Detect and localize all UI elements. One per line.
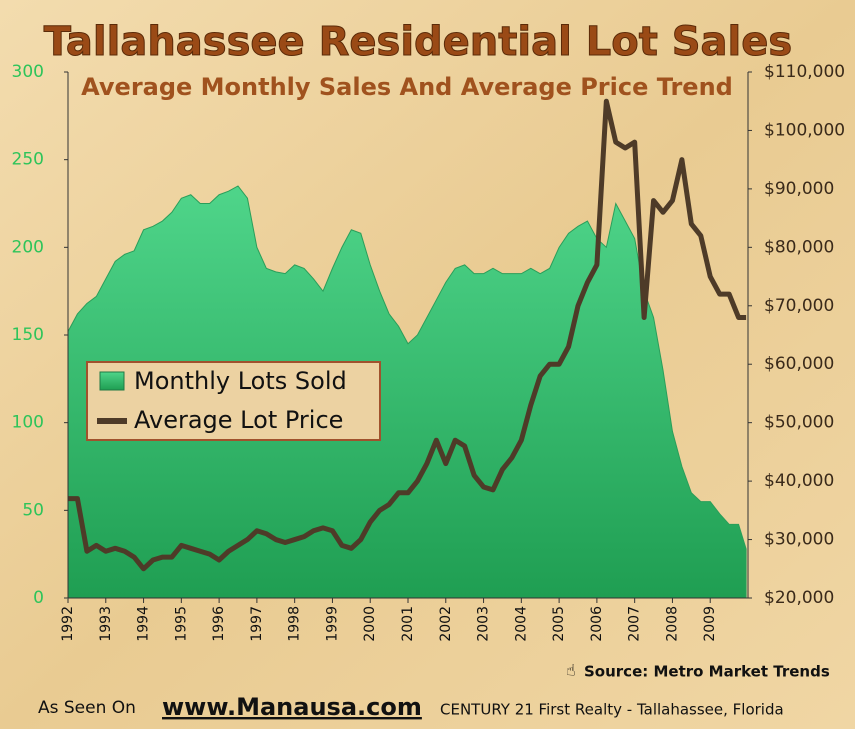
x-tick-label: 2009	[702, 606, 718, 642]
x-tick-label: 2008	[664, 606, 680, 642]
y-tick-label: 100	[12, 413, 44, 433]
legend-label: Average Lot Price	[134, 406, 343, 434]
x-tick-label: 1992	[60, 606, 76, 642]
y-tick-label: 50	[22, 500, 44, 520]
y2-tick-label: $80,000	[764, 237, 834, 257]
x-tick-label: 1996	[211, 606, 227, 642]
plot: 0 50 100 150 200 250 300 $20,000 $30,000 $40,000 $…	[12, 62, 846, 642]
y2-tick-label: $100,000	[764, 120, 845, 140]
x-tick-label: 1995	[173, 606, 189, 642]
x-tick-label: 1997	[249, 606, 265, 642]
x-tick-label: 1998	[287, 606, 303, 642]
line	[68, 98, 747, 572]
x-tick-label: 1999	[324, 606, 340, 642]
x-tick-label: 2001	[400, 606, 416, 642]
y2-tick-label: $20,000	[764, 588, 834, 608]
x-tick-label: 2000	[362, 606, 378, 642]
y2-tick-label: $60,000	[764, 354, 834, 374]
source: Source: Metro Market Trends	[584, 663, 830, 681]
y2-tick-label: $110,000	[764, 62, 845, 82]
hand-icon: ☝	[566, 661, 576, 680]
y-tick-label: 0	[33, 588, 44, 608]
x-tick-label: 2002	[438, 606, 454, 642]
y2-tick-label: $90,000	[764, 179, 834, 199]
y2-tick-label: $30,000	[764, 530, 834, 550]
y-tick-label: 150	[12, 325, 44, 345]
y-tick-label: 200	[12, 237, 44, 257]
footer-link[interactable]: www.Manausa.com	[162, 693, 422, 721]
footer-text: As Seen On	[38, 698, 136, 718]
legend-swatch	[99, 371, 125, 391]
x-tick-label: 1993	[98, 606, 114, 642]
x-tick-label: 2003	[476, 606, 492, 642]
area	[67, 185, 747, 599]
chart-subtitle: Average Monthly Sales And Average Price …	[81, 73, 733, 101]
x-tick-label: 2006	[589, 606, 605, 642]
legend-box	[86, 361, 381, 441]
chart-title: Tallahassee Residential Lot Sales	[44, 19, 792, 65]
x-tick-label: 2005	[551, 606, 567, 642]
x-tick-label: 2007	[627, 606, 643, 642]
y-tick-label: 250	[12, 150, 44, 170]
legend-label: Monthly Lots Sold	[134, 367, 347, 395]
x-tick-label: 2004	[513, 606, 529, 642]
x-tick-label: 1994	[136, 606, 152, 642]
y2-tick-label: $70,000	[764, 296, 834, 316]
y-tick-label: 300	[12, 62, 44, 82]
y2-tick-label: $40,000	[764, 471, 834, 491]
y2-tick-label: $50,000	[764, 413, 834, 433]
footer-text: CENTURY 21 First Realty - Tallahassee, F…	[440, 701, 784, 719]
